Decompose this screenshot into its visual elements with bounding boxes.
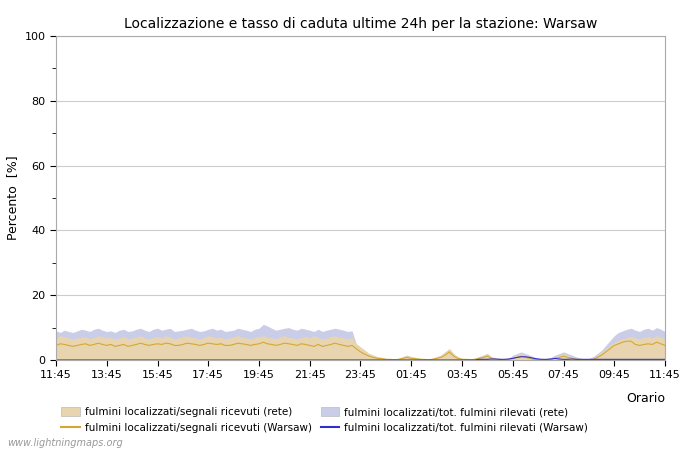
Title: Localizzazione e tasso di caduta ultime 24h per la stazione: Warsaw: Localizzazione e tasso di caduta ultime … bbox=[124, 17, 597, 31]
Y-axis label: Percento  [%]: Percento [%] bbox=[6, 156, 19, 240]
Text: www.lightningmaps.org: www.lightningmaps.org bbox=[7, 438, 122, 448]
Text: Orario: Orario bbox=[626, 392, 665, 405]
Legend: fulmini localizzati/segnali ricevuti (rete), fulmini localizzati/segnali ricevut: fulmini localizzati/segnali ricevuti (re… bbox=[61, 407, 588, 432]
